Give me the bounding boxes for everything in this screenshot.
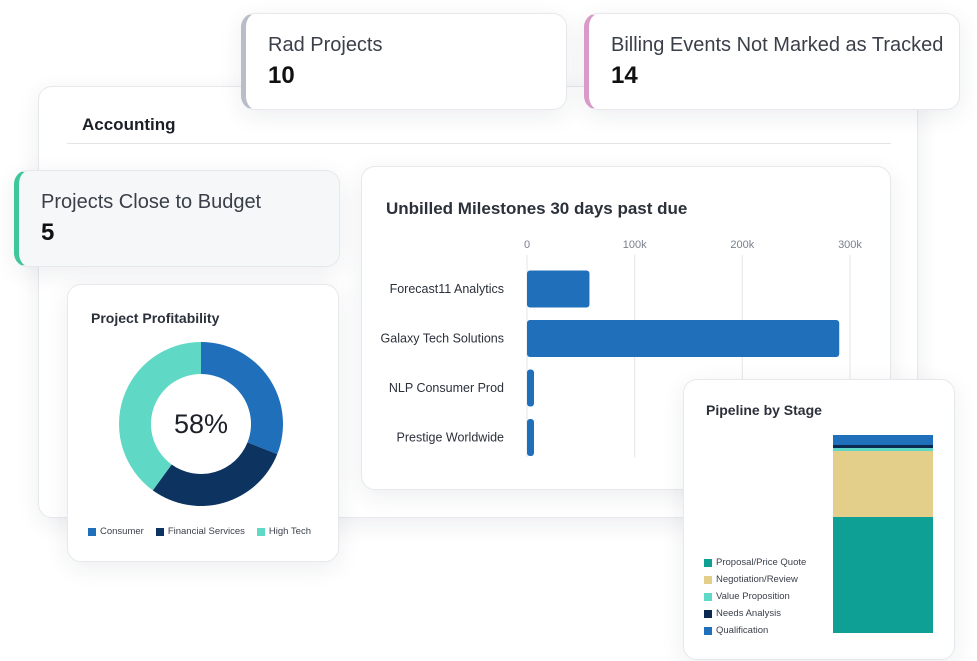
- legend-item[interactable]: Consumer: [88, 526, 144, 537]
- bar[interactable]: [527, 270, 590, 308]
- bar[interactable]: [527, 419, 534, 456]
- divider: [67, 143, 891, 144]
- kpi-value: 5: [41, 219, 55, 246]
- legend-item[interactable]: Financial Services: [155, 526, 245, 537]
- donut-slice[interactable]: [119, 342, 201, 491]
- legend-item[interactable]: High Tech: [256, 526, 311, 537]
- legend-label: Negotiation/Review: [716, 574, 798, 585]
- legend-item[interactable]: Value Proposition: [704, 588, 806, 605]
- legend-item[interactable]: Qualification: [704, 622, 806, 639]
- x-tick-label: 200k: [730, 239, 754, 251]
- legend-label: Financial Services: [167, 526, 245, 537]
- chart-title: Pipeline by Stage: [706, 402, 822, 418]
- legend-item[interactable]: Needs Analysis: [704, 605, 806, 622]
- kpi-label: Rad Projects: [268, 34, 383, 56]
- milestones-chart: 0 100k 200k 300k Forecast11 Analytics Galaxy …: [381, 239, 862, 457]
- stack-segment[interactable]: [833, 451, 933, 517]
- kpi-label: Projects Close to Budget: [41, 191, 262, 213]
- x-tick-label: 0: [524, 239, 530, 251]
- bar[interactable]: [527, 320, 840, 357]
- legend-label: Needs Analysis: [716, 608, 781, 619]
- stack-segment[interactable]: [833, 517, 933, 633]
- kpi-rad-projects[interactable]: Rad Projects 10: [241, 13, 567, 110]
- stacked-bar-chart: [833, 435, 933, 633]
- legend-item[interactable]: Negotiation/Review: [704, 571, 806, 588]
- legend-swatch: [704, 558, 712, 567]
- legend-swatch: [88, 527, 96, 536]
- legend-swatch: [704, 575, 712, 584]
- legend-swatch: [704, 626, 712, 635]
- kpi-label: Billing Events Not Marked as Tracked: [611, 34, 944, 56]
- donut-chart: [119, 342, 283, 506]
- chart-title: Unbilled Milestones 30 days past due: [386, 199, 688, 218]
- legend-swatch: [704, 592, 712, 601]
- kpi-value: 14: [611, 62, 638, 89]
- legend-label: High Tech: [268, 526, 311, 537]
- legend-swatch: [155, 527, 164, 536]
- bar[interactable]: [527, 369, 534, 407]
- category-label: Prestige Worldwide: [397, 431, 505, 445]
- kpi-projects-close-to-budget[interactable]: Projects Close to Budget 5: [14, 170, 340, 267]
- stack-segment[interactable]: [833, 435, 933, 445]
- donut-center-label: 58%: [173, 408, 229, 439]
- legend-label: Proposal/Price Quote: [716, 557, 807, 568]
- kpi-value: 10: [268, 62, 295, 89]
- donut-slice[interactable]: [201, 342, 283, 455]
- stack-segment[interactable]: [833, 448, 933, 451]
- donut-slice[interactable]: [152, 442, 278, 506]
- category-label: Forecast11 Analytics: [390, 282, 504, 296]
- category-label: Galaxy Tech Solutions: [381, 332, 504, 346]
- legend-item[interactable]: Proposal/Price Quote: [704, 554, 806, 571]
- chart-title: Project Profitability: [91, 310, 220, 326]
- legend-swatch: [704, 609, 712, 618]
- legend-label: Value Proposition: [716, 591, 790, 602]
- category-label: NLP Consumer Prod: [389, 381, 504, 395]
- x-tick-label: 100k: [623, 239, 647, 251]
- pipeline-legend: Proposal/Price Quote Negotiation/Review Va…: [704, 554, 806, 639]
- project-profitability-card: Project Profitability 58% Consumer Financ…: [67, 284, 339, 562]
- x-tick-label: 300k: [838, 239, 862, 251]
- pipeline-by-stage-card: Pipeline by Stage Proposal/Price Quote Ne…: [683, 379, 955, 660]
- kpi-billing-events[interactable]: Billing Events Not Marked as Tracked 14: [584, 13, 960, 110]
- legend-label: Qualification: [716, 625, 769, 636]
- tab-accounting[interactable]: Accounting: [82, 115, 176, 134]
- legend-label: Consumer: [100, 526, 144, 537]
- legend-swatch: [256, 527, 265, 536]
- donut-legend: Consumer Financial Services High Tech: [88, 526, 311, 537]
- stack-segment[interactable]: [833, 445, 933, 448]
